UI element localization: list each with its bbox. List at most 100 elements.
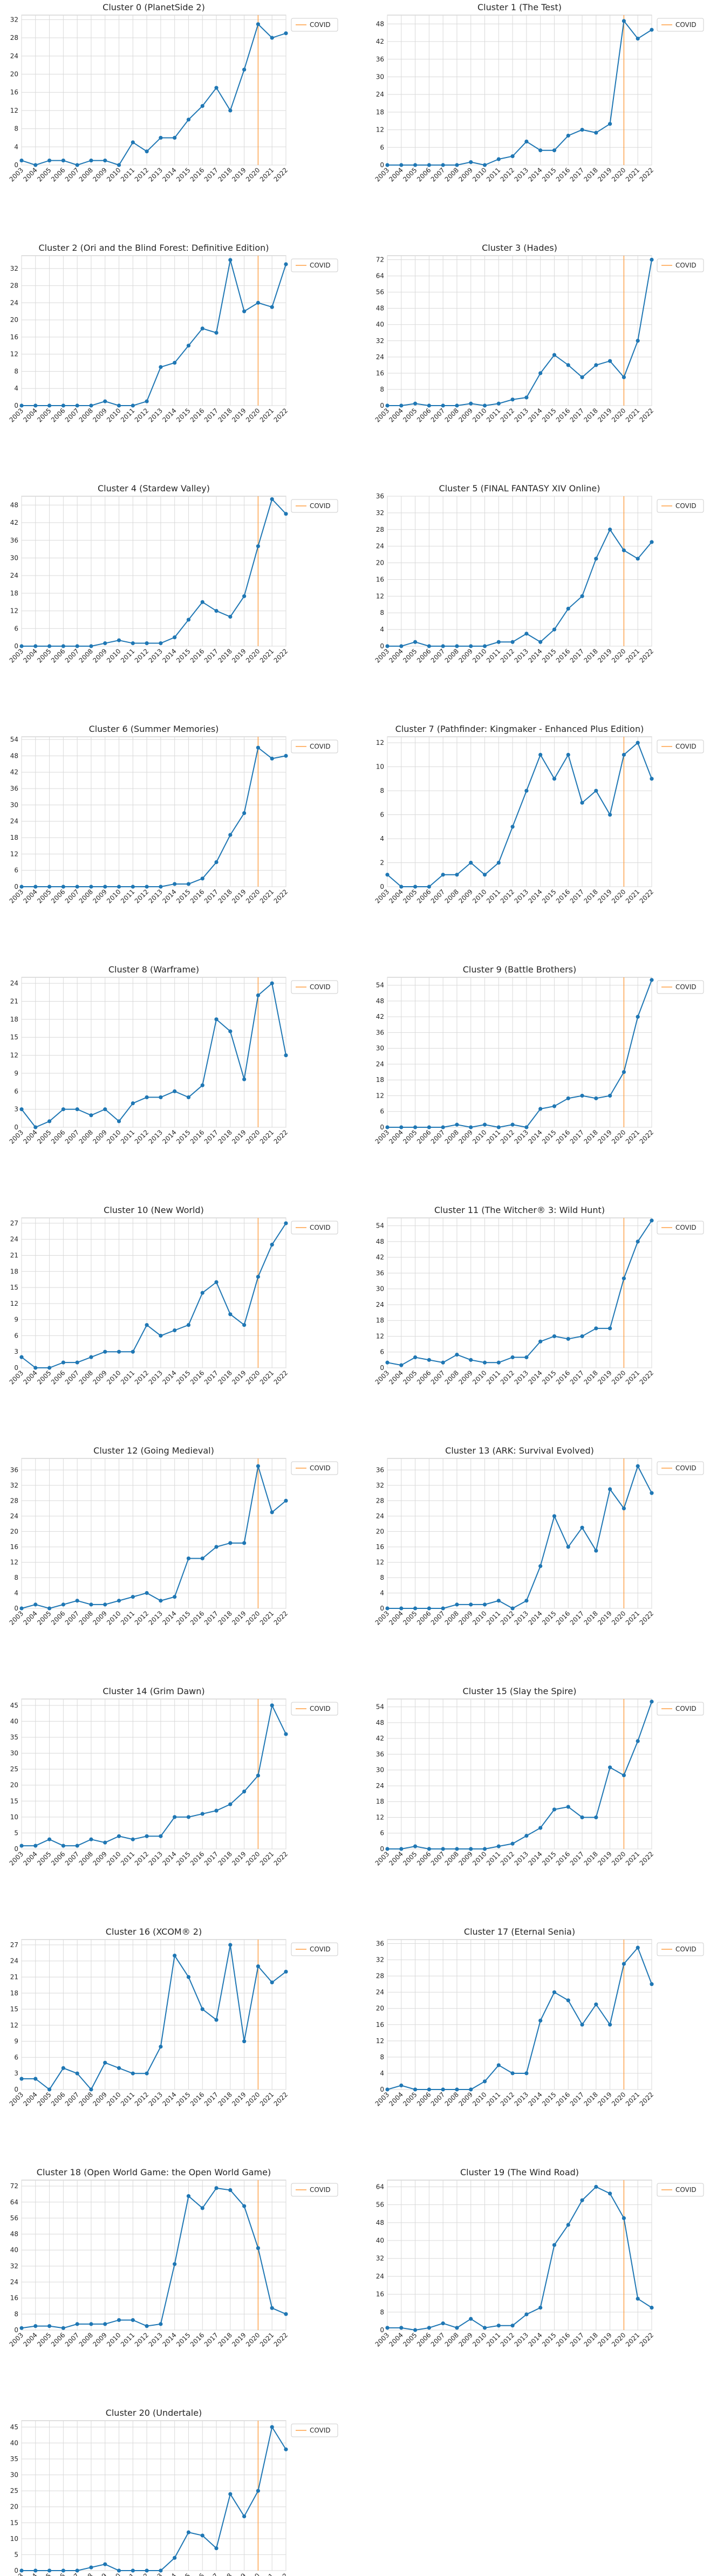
x-tick-label: 2014 bbox=[161, 647, 177, 664]
x-tick-label: 2022 bbox=[272, 888, 289, 905]
x-tick-label: 2019 bbox=[230, 2572, 247, 2576]
data-point bbox=[131, 2318, 135, 2322]
y-tick-label: 8 bbox=[380, 1574, 384, 1581]
data-point bbox=[214, 860, 218, 865]
x-tick-label: 2022 bbox=[638, 407, 655, 423]
y-tick-label: 36 bbox=[376, 56, 384, 63]
x-tick-label: 2019 bbox=[230, 166, 247, 183]
plot-area bbox=[21, 736, 286, 887]
data-point bbox=[284, 31, 288, 36]
x-tick-label: 2017 bbox=[203, 1850, 220, 1867]
x-tick-label: 2011 bbox=[485, 407, 502, 423]
data-point bbox=[566, 363, 570, 367]
x-tick-label: 2019 bbox=[230, 888, 247, 905]
x-tick-label: 2008 bbox=[443, 888, 460, 905]
data-point bbox=[496, 860, 501, 865]
y-tick-label: 42 bbox=[376, 1735, 384, 1742]
plot-area bbox=[21, 1217, 286, 1368]
chart-7: Cluster 7 (Pathfinder: Kingmaker - Enhan… bbox=[374, 724, 704, 905]
data-point bbox=[469, 1847, 473, 1851]
data-point bbox=[385, 163, 390, 167]
data-point bbox=[399, 2083, 404, 2088]
data-point bbox=[145, 1095, 149, 1099]
x-tick-label: 2010 bbox=[105, 647, 122, 664]
data-point bbox=[47, 1606, 52, 1611]
x-tick-label: 2011 bbox=[119, 888, 136, 905]
data-point bbox=[228, 1802, 233, 1806]
x-tick-label: 2020 bbox=[244, 2572, 261, 2576]
x-tick-label: 2017 bbox=[569, 2331, 585, 2348]
y-tick-label: 8 bbox=[14, 2310, 18, 2318]
data-point bbox=[89, 1837, 93, 1841]
plot-area bbox=[21, 1939, 286, 2090]
data-point bbox=[608, 1326, 612, 1331]
x-tick-label: 2022 bbox=[272, 1369, 289, 1386]
x-tick-label: 2011 bbox=[119, 647, 136, 664]
y-tick-label: 54 bbox=[376, 1222, 384, 1230]
x-tick-label: 2012 bbox=[133, 166, 150, 183]
y-tick-label: 54 bbox=[376, 982, 384, 989]
data-point bbox=[159, 365, 163, 369]
y-tick-label: 25 bbox=[10, 2487, 18, 2495]
x-tick-label: 2015 bbox=[175, 647, 192, 664]
y-tick-label: 20 bbox=[10, 2503, 18, 2511]
data-point bbox=[159, 641, 163, 646]
data-point bbox=[270, 981, 274, 985]
x-tick-label: 2012 bbox=[133, 888, 150, 905]
x-tick-label: 2006 bbox=[415, 2331, 432, 2348]
data-point bbox=[19, 1355, 24, 1359]
y-tick-label: 2 bbox=[380, 859, 384, 867]
plot-area bbox=[21, 496, 286, 647]
y-tick-label: 30 bbox=[10, 554, 18, 561]
y-tick-label: 3 bbox=[14, 1106, 18, 1113]
y-tick-label: 8 bbox=[380, 787, 384, 794]
chart-17: Cluster 17 (Eternal Senia)20032004200520… bbox=[374, 1927, 704, 2108]
plot-area bbox=[387, 255, 652, 406]
data-point bbox=[159, 885, 163, 889]
x-tick-label: 2013 bbox=[147, 1850, 164, 1867]
data-point bbox=[469, 2087, 473, 2092]
x-tick-label: 2010 bbox=[105, 888, 122, 905]
data-point bbox=[47, 2324, 52, 2328]
legend-label: COVID bbox=[675, 1224, 696, 1231]
data-point bbox=[214, 1808, 218, 1813]
x-tick-label: 2017 bbox=[569, 1609, 585, 1626]
data-point bbox=[650, 777, 654, 781]
y-tick-label: 8 bbox=[14, 367, 18, 375]
x-tick-label: 2009 bbox=[91, 407, 108, 423]
data-point bbox=[242, 1323, 247, 1327]
chart-15: Cluster 15 (Slay the Spire)2003200420052… bbox=[374, 1686, 704, 1867]
x-tick-label: 2008 bbox=[78, 2091, 94, 2107]
x-tick-label: 2013 bbox=[147, 166, 164, 183]
x-tick-label: 2014 bbox=[527, 2091, 543, 2107]
data-point bbox=[159, 1333, 163, 1338]
x-tick-label: 2004 bbox=[22, 1609, 38, 1626]
data-point bbox=[650, 257, 654, 262]
x-tick-label: 2019 bbox=[596, 407, 613, 423]
x-tick-label: 2013 bbox=[513, 166, 530, 183]
data-point bbox=[19, 1606, 24, 1611]
x-tick-label: 2015 bbox=[175, 888, 192, 905]
x-tick-label: 2011 bbox=[119, 2091, 136, 2107]
x-tick-label: 2011 bbox=[485, 1369, 502, 1386]
x-tick-label: 2009 bbox=[91, 2331, 108, 2348]
data-point bbox=[482, 873, 487, 877]
y-tick-label: 24 bbox=[376, 1301, 384, 1308]
data-point bbox=[580, 1525, 584, 1530]
data-point bbox=[89, 1355, 93, 1359]
data-point bbox=[650, 1491, 654, 1495]
data-point bbox=[256, 1275, 261, 1279]
x-tick-label: 2009 bbox=[91, 166, 108, 183]
data-point bbox=[566, 1805, 570, 1809]
x-tick-label: 2020 bbox=[610, 1609, 627, 1626]
data-point bbox=[608, 527, 612, 532]
legend-box bbox=[657, 1942, 704, 1956]
data-point bbox=[482, 2326, 487, 2330]
x-tick-label: 2008 bbox=[78, 1609, 94, 1626]
x-tick-label: 2004 bbox=[22, 2331, 38, 2348]
data-point bbox=[145, 1834, 149, 1838]
data-point bbox=[103, 641, 107, 646]
x-tick-label: 2006 bbox=[415, 1369, 432, 1386]
data-point bbox=[200, 600, 204, 604]
x-tick-label: 2015 bbox=[175, 166, 192, 183]
